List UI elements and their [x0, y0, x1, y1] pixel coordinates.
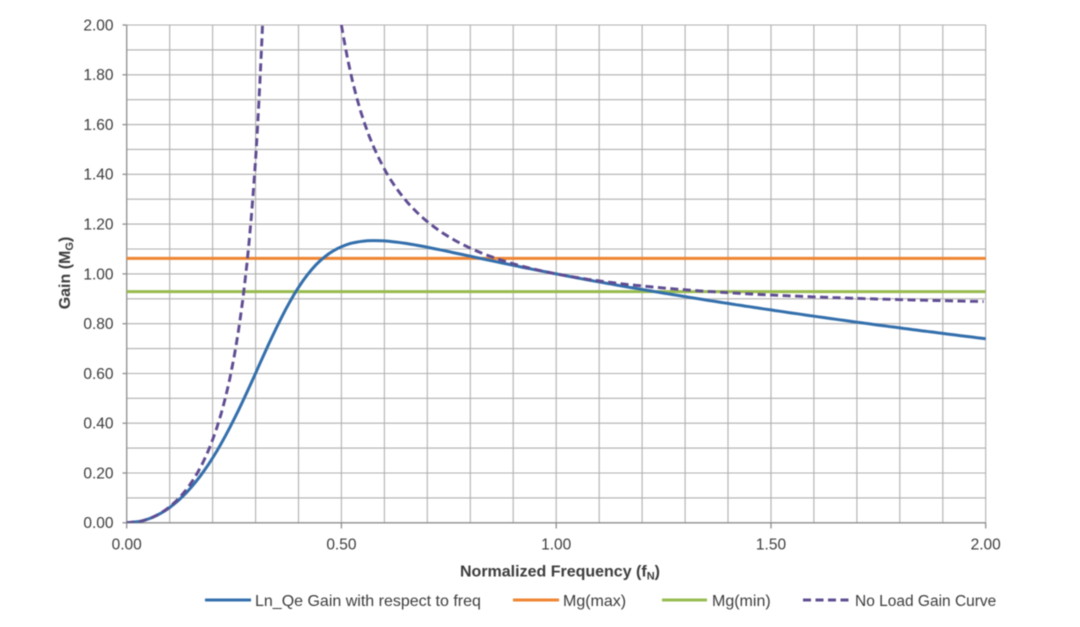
svg-text:Mg(max): Mg(max)	[563, 593, 626, 610]
svg-text:1.60: 1.60	[83, 117, 114, 134]
svg-text:0.00: 0.00	[83, 515, 114, 532]
svg-text:Normalized Frequency (fN): Normalized Frequency (fN)	[460, 564, 660, 583]
svg-text:0.40: 0.40	[83, 416, 114, 433]
svg-text:Gain (MG): Gain (MG)	[57, 237, 76, 310]
svg-text:0.00: 0.00	[112, 537, 143, 554]
svg-text:1.80: 1.80	[83, 67, 114, 84]
svg-text:1.50: 1.50	[756, 537, 787, 554]
svg-text:Mg(min): Mg(min)	[712, 593, 771, 610]
svg-text:2.00: 2.00	[971, 537, 1002, 554]
svg-text:1.00: 1.00	[83, 266, 114, 283]
svg-text:1.00: 1.00	[541, 537, 572, 554]
svg-text:0.20: 0.20	[83, 465, 114, 482]
svg-text:0.60: 0.60	[83, 366, 114, 383]
svg-text:1.20: 1.20	[83, 217, 114, 234]
svg-text:No Load Gain Curve: No Load Gain Curve	[855, 593, 996, 610]
svg-text:0.50: 0.50	[326, 537, 357, 554]
svg-text:0.80: 0.80	[83, 316, 114, 333]
svg-text:Ln_Qe Gain with respect to fre: Ln_Qe Gain with respect to freq	[255, 593, 481, 610]
svg-text:1.40: 1.40	[83, 167, 114, 184]
svg-text:2.00: 2.00	[83, 17, 114, 34]
